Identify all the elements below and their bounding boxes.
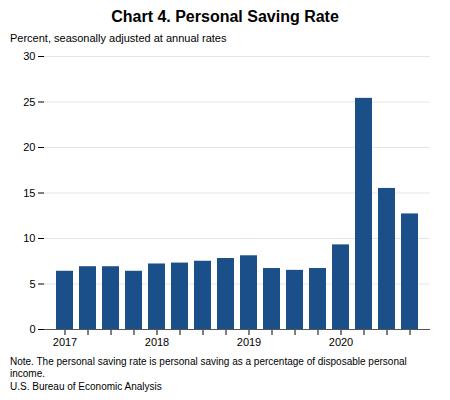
svg-text:2018: 2018 — [145, 336, 169, 348]
svg-text:10: 10 — [23, 232, 35, 244]
svg-text:15: 15 — [23, 187, 35, 199]
html-text:Percent, seasonally adjusted a: Percent, seasonally adjusted at annual r… — [10, 32, 227, 44]
html-text:Chart 4. Personal Saving Rate: Chart 4. Personal Saving Rate — [111, 8, 339, 25]
svg-text:20: 20 — [23, 141, 35, 153]
svg-text:2017: 2017 — [53, 336, 77, 348]
svg-text:30: 30 — [23, 50, 35, 62]
svg-text:5: 5 — [29, 278, 35, 290]
svg-text:0: 0 — [29, 323, 35, 335]
svg-text:2020: 2020 — [329, 336, 353, 348]
html-text:Note. The personal saving rate: Note. The personal saving rate is person… — [10, 356, 407, 379]
svg-text:2019: 2019 — [237, 336, 261, 348]
svg-text:25: 25 — [23, 96, 35, 108]
html-text:U.S. Bureau of Economic Analys: U.S. Bureau of Economic Analysis — [10, 381, 162, 392]
